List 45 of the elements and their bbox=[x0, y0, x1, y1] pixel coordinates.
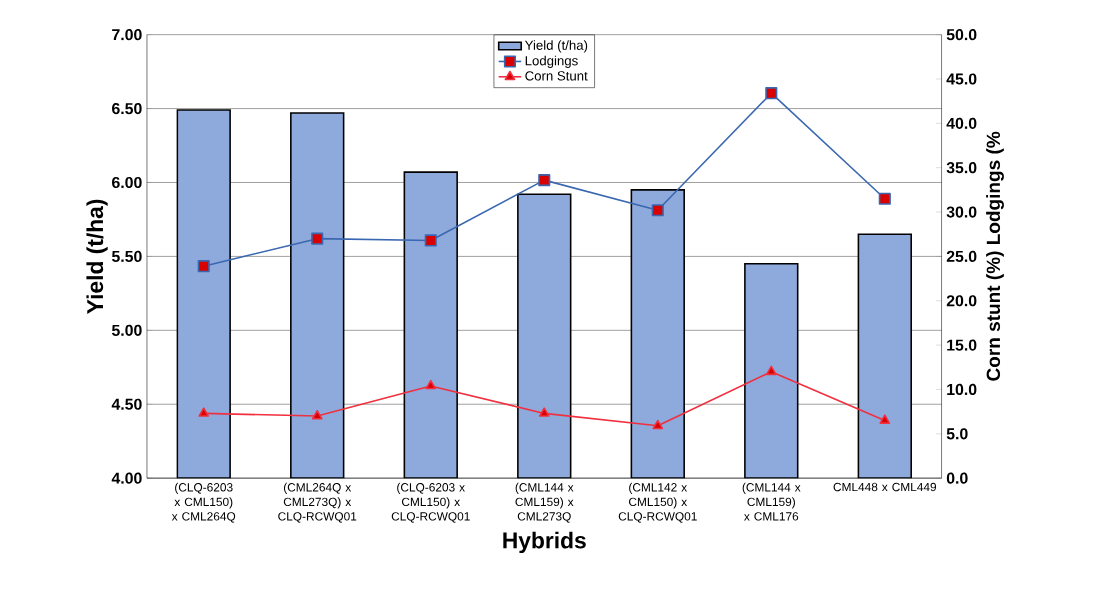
point bbox=[198, 407, 210, 417]
y-tick-label: 5.50 bbox=[111, 250, 142, 263]
y2-tick-label: 10.0 bbox=[947, 383, 977, 396]
point bbox=[424, 234, 437, 247]
y2-tick-label: 35.0 bbox=[946, 162, 977, 174]
point bbox=[311, 232, 324, 245]
point bbox=[197, 260, 210, 273]
point bbox=[651, 204, 664, 217]
y-axis-title: Yield (t/ha) bbox=[86, 199, 108, 314]
x-tick-label: (CML144 x CML159) x CML176 bbox=[742, 482, 801, 521]
y2-tick-label: 15.0 bbox=[947, 339, 977, 351]
y-tick-label: 4.50 bbox=[111, 398, 142, 410]
x-tick-label: (CLQ-6203 x CML150) x CLQ-RCWQ01 bbox=[391, 482, 470, 523]
y-tick-label: 6.50 bbox=[112, 102, 142, 115]
point bbox=[765, 365, 777, 376]
legend-label: Corn Stunt bbox=[525, 71, 588, 81]
x-tick-label: (CML264Q x CML273Q) x CLQ-RCWQ01 bbox=[278, 482, 357, 523]
y-tick-label: 5.00 bbox=[111, 324, 142, 336]
y2-tick-label: 5.0 bbox=[946, 428, 968, 440]
legend-label: Lodgings bbox=[525, 55, 578, 69]
x-tick-label: (CLQ-6203 x CML150) x CML264Q bbox=[171, 482, 236, 523]
y2-tick-label: 0.0 bbox=[946, 472, 968, 484]
y-tick-label: 4.00 bbox=[111, 472, 142, 484]
x-axis-title: Hybrids bbox=[503, 531, 586, 554]
y-tick-label: 7.00 bbox=[112, 29, 142, 41]
point bbox=[311, 410, 323, 420]
y2-tick-label: 30.0 bbox=[946, 206, 977, 218]
point bbox=[652, 419, 664, 430]
point bbox=[878, 192, 891, 205]
x-tick-label: (CML144 x CML159) x CML273Q bbox=[515, 482, 574, 523]
y2-tick-label: 40.0 bbox=[946, 117, 977, 129]
point bbox=[879, 414, 891, 424]
point bbox=[425, 379, 437, 390]
legend-label: Yield (t/ha) bbox=[524, 40, 588, 53]
y2-tick-label: 25.0 bbox=[946, 250, 977, 263]
y2-tick-label: 45.0 bbox=[946, 73, 977, 85]
point bbox=[538, 174, 551, 187]
y2-tick-label: 50.0 bbox=[946, 29, 977, 41]
y2-axis-title: Corn stunt (%) Lodgings (% bbox=[986, 131, 1004, 381]
y2-tick-label: 20.0 bbox=[946, 295, 977, 307]
x-tick-label: CML448 x CML449 bbox=[833, 482, 937, 492]
point bbox=[538, 407, 550, 417]
y-tick-label: 6.00 bbox=[112, 176, 142, 189]
point bbox=[765, 87, 778, 100]
x-tick-label: (CML142 x CML150) x CLQ-RCWQ01 bbox=[618, 482, 697, 523]
